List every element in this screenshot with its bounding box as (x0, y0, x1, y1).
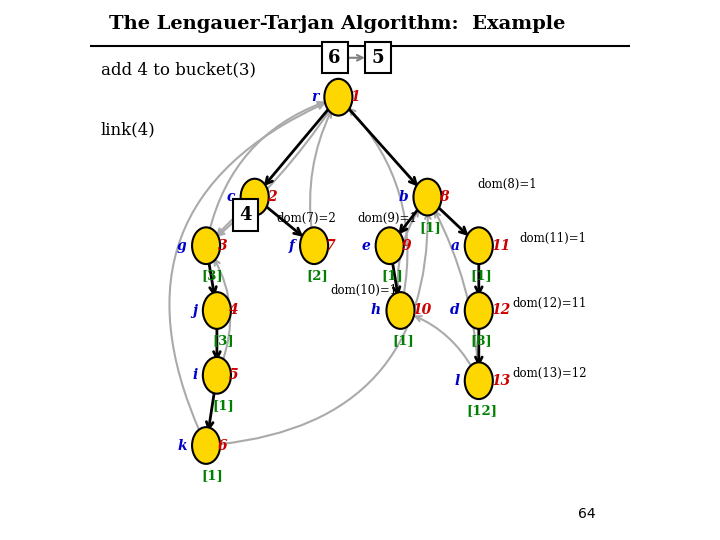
Text: c: c (227, 190, 235, 204)
Text: dom(7)=2: dom(7)=2 (276, 212, 336, 225)
Ellipse shape (192, 227, 220, 264)
Text: 6: 6 (328, 49, 341, 67)
Text: b: b (398, 190, 408, 204)
Text: 64: 64 (578, 507, 595, 521)
Text: [3]: [3] (202, 269, 223, 282)
Text: g: g (177, 239, 186, 253)
Ellipse shape (203, 292, 231, 329)
Ellipse shape (465, 362, 493, 399)
Ellipse shape (465, 292, 493, 329)
Text: j: j (192, 303, 197, 318)
Text: add 4 to bucket(3): add 4 to bucket(3) (101, 62, 256, 79)
Text: 4: 4 (239, 206, 252, 224)
Text: [1]: [1] (202, 469, 223, 482)
Text: 2: 2 (266, 190, 276, 204)
Text: [12]: [12] (466, 404, 497, 417)
Text: dom(13)=12: dom(13)=12 (513, 367, 587, 380)
Text: [1]: [1] (419, 221, 441, 234)
Text: d: d (449, 303, 459, 318)
Text: 3: 3 (218, 239, 228, 253)
Text: [1]: [1] (212, 399, 234, 412)
Text: dom(9)=1: dom(9)=1 (357, 212, 417, 225)
Ellipse shape (376, 227, 404, 264)
Text: l: l (454, 374, 459, 388)
Text: 7: 7 (326, 239, 336, 253)
Text: 12: 12 (491, 303, 510, 318)
Ellipse shape (413, 179, 441, 215)
Text: 11: 11 (491, 239, 510, 253)
Text: e: e (361, 239, 370, 253)
Text: dom(8)=1: dom(8)=1 (478, 178, 537, 191)
Text: [8]: [8] (471, 334, 492, 347)
Text: [1]: [1] (382, 269, 403, 282)
Text: 5: 5 (229, 368, 238, 382)
Text: 9: 9 (402, 239, 411, 253)
Ellipse shape (465, 227, 493, 264)
Ellipse shape (300, 227, 328, 264)
FancyBboxPatch shape (365, 42, 391, 73)
Text: dom(11)=1: dom(11)=1 (519, 232, 586, 245)
Text: [1]: [1] (392, 334, 414, 347)
Text: 8: 8 (439, 190, 449, 204)
Ellipse shape (192, 427, 220, 464)
Ellipse shape (324, 79, 353, 116)
Text: f: f (289, 239, 294, 253)
Text: a: a (451, 239, 459, 253)
FancyBboxPatch shape (233, 199, 258, 231)
Text: dom(12)=11: dom(12)=11 (513, 297, 587, 310)
Text: 1: 1 (351, 90, 360, 104)
Text: 10: 10 (413, 303, 431, 318)
Text: 5: 5 (372, 49, 384, 67)
Text: h: h (371, 303, 381, 318)
FancyBboxPatch shape (322, 42, 348, 73)
Text: dom(10)=1: dom(10)=1 (330, 284, 397, 296)
Ellipse shape (240, 179, 269, 215)
Text: k: k (177, 438, 186, 453)
Text: 6: 6 (218, 438, 228, 453)
Text: link(4): link(4) (101, 121, 156, 138)
Text: r: r (312, 90, 319, 104)
Text: i: i (192, 368, 197, 382)
Text: [1]: [1] (471, 269, 492, 282)
Ellipse shape (387, 292, 415, 329)
Text: [3]: [3] (212, 334, 234, 347)
Ellipse shape (203, 357, 231, 394)
Text: 13: 13 (491, 374, 510, 388)
Text: [2]: [2] (306, 269, 328, 282)
Text: 4: 4 (229, 303, 238, 318)
Text: The Lengauer-Tarjan Algorithm:  Example: The Lengauer-Tarjan Algorithm: Example (109, 15, 565, 33)
